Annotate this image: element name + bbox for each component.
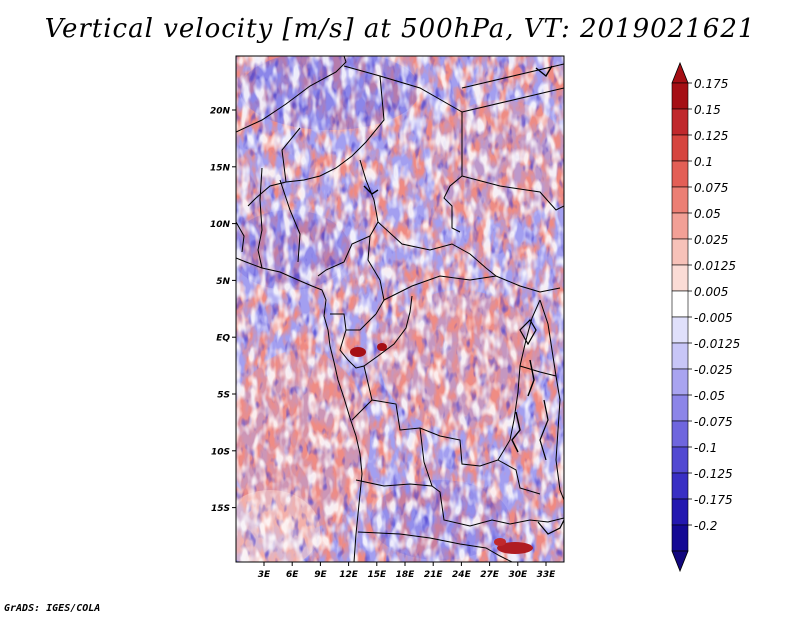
lat-tick-label: 15S (211, 504, 230, 514)
colorbar-label: 0.025 (694, 233, 728, 247)
colorbar-swatch (671, 368, 689, 396)
colorbar-swatch (671, 524, 689, 552)
colorbar-label: -0.1 (694, 441, 717, 455)
colorbar-label: 0.005 (694, 285, 728, 299)
colorbar-swatch (671, 316, 689, 344)
colorbar-label: -0.2 (694, 519, 717, 533)
colorbar-label: 0.05 (694, 207, 721, 221)
colorbar-bottom-arrow (671, 550, 689, 573)
colorbar-swatch (671, 108, 689, 136)
lat-tick-label: EQ (216, 334, 230, 344)
lat-tick-label: 20N (210, 107, 231, 117)
colorbar-swatch (671, 186, 689, 214)
lat-tick-label: 5S (217, 391, 230, 401)
colorbar-label: 0.175 (694, 77, 728, 91)
colorbar-swatch (671, 394, 689, 422)
lat-tick-label: 10S (211, 447, 230, 457)
lon-tick-label: 30E (508, 570, 528, 580)
lon-tick-label: 6E (286, 570, 299, 580)
chart-title: Vertical velocity [m/s] at 500hPa, VT: 2… (44, 14, 756, 44)
colorbar: 0.175 0.15 0.125 0.1 0.075 0.05 0.025 0.0125 0.0… (671, 61, 740, 573)
colorbar-swatch (671, 498, 689, 526)
velocity-field (236, 56, 564, 562)
lon-tick-label: 33E (537, 570, 557, 580)
lon-tick-label: 3E (258, 570, 271, 580)
colorbar-label: -0.025 (694, 363, 733, 377)
colorbar-label: -0.125 (694, 467, 733, 481)
colorbar-label: -0.005 (694, 311, 733, 325)
lat-tick-label: 10N (210, 220, 231, 230)
software-credit: GrADS: IGES/COLA (4, 603, 101, 614)
lat-tick-label: 15N (210, 163, 231, 173)
lon-tick-label: 15E (367, 570, 387, 580)
lon-tick-label: 27E (480, 570, 500, 580)
latitude-axis: 20N 15N 10N 5N EQ 5S 10S 15S (210, 107, 236, 514)
lon-tick-label: 24E (452, 570, 472, 580)
colorbar-swatch (671, 420, 689, 448)
country-borders (236, 56, 564, 562)
lon-tick-label: 21E (424, 570, 444, 580)
colorbar-swatch (671, 342, 689, 370)
colorbar-label: 0.125 (694, 129, 728, 143)
colorbar-swatch (671, 264, 689, 292)
colorbar-swatch (671, 290, 689, 318)
colorbar-swatch (671, 134, 689, 162)
lon-tick-label: 18E (396, 570, 416, 580)
colorbar-swatch (671, 212, 689, 240)
colorbar-label: 0.075 (694, 181, 728, 195)
colorbar-label: 0.1 (694, 155, 713, 169)
colorbar-label: -0.075 (694, 415, 733, 429)
colorbar-label: -0.05 (694, 389, 725, 403)
colorbar-swatch (671, 238, 689, 266)
lon-tick-label: 12E (339, 570, 359, 580)
colorbar-swatch (671, 82, 689, 110)
lon-tick-label: 9E (314, 570, 327, 580)
colorbar-swatch (671, 160, 689, 188)
map-frame (235, 55, 565, 563)
colorbar-top-arrow (671, 61, 689, 84)
colorbar-label: 0.0125 (694, 259, 736, 273)
colorbar-label: -0.0125 (694, 337, 740, 351)
longitude-axis: 3E 6E 9E 12E 15E 18E 21E 24E 27E 30E 33E (258, 562, 556, 580)
colorbar-label: -0.175 (694, 493, 733, 507)
colorbar-label: 0.15 (694, 103, 721, 117)
colorbar-swatch (671, 472, 689, 500)
colorbar-swatch (671, 446, 689, 474)
lat-tick-label: 5N (216, 277, 230, 287)
